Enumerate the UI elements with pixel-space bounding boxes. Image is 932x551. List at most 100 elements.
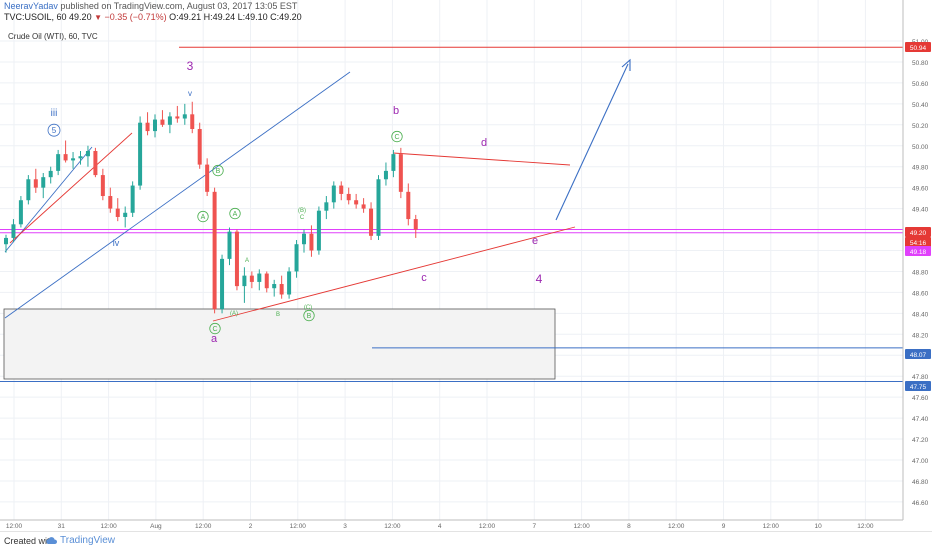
candle-body xyxy=(354,200,359,205)
candle-body xyxy=(279,284,284,295)
candle-body xyxy=(339,185,344,194)
candle-body xyxy=(4,237,8,245)
candle-body xyxy=(302,233,306,245)
price-tag xyxy=(905,349,931,359)
trendlines xyxy=(4,58,631,322)
wave-label: e xyxy=(532,235,538,247)
candle-body xyxy=(190,114,195,129)
wave-label: a xyxy=(211,333,218,345)
x-tick-label: 12:00 xyxy=(195,523,212,530)
candle-body xyxy=(383,170,388,180)
y-tick-label: 47.60 xyxy=(912,395,929,402)
tradingview-brand[interactable]: TradingView xyxy=(60,535,116,546)
candle-body xyxy=(182,114,187,119)
wave-circle xyxy=(391,130,403,143)
arrowhead-icon xyxy=(621,58,631,71)
candle-body xyxy=(41,177,46,188)
price-tag-label: 54:16 xyxy=(910,240,927,247)
author-link[interactable]: NeeravYadav xyxy=(4,1,58,11)
wave-label: d xyxy=(481,137,487,149)
candle-body xyxy=(153,119,157,132)
price-tag-label: 50.94 xyxy=(910,45,927,52)
wave-label: v xyxy=(188,89,192,98)
y-tick-label: 46.60 xyxy=(912,500,929,507)
trendline xyxy=(9,132,133,244)
price-tag xyxy=(905,381,931,391)
candle-body xyxy=(130,185,135,213)
horizontal-levels xyxy=(0,46,903,382)
price-change: −0.35 (−0.71%) xyxy=(104,12,167,22)
wave-label: (C) xyxy=(304,305,312,311)
wave-circle xyxy=(47,123,61,137)
candle-body xyxy=(287,271,292,295)
candle-body xyxy=(242,275,247,287)
y-axis: 51.0050.8050.6050.4050.2050.0049.8049.60… xyxy=(902,0,929,520)
wave-circle xyxy=(209,322,221,335)
candle-body xyxy=(406,191,411,220)
x-tick-label: 8 xyxy=(627,523,631,530)
wave-label: 4 xyxy=(536,272,543,286)
candle-body xyxy=(93,150,98,176)
candle-body xyxy=(391,154,396,171)
price-tag xyxy=(905,227,931,237)
wave-label: (A) xyxy=(230,311,238,317)
x-tick-label: 12:00 xyxy=(763,523,780,530)
created-with-text: Created with xyxy=(4,536,55,546)
candle-body xyxy=(220,258,225,310)
wave-label: C xyxy=(394,134,399,141)
candle-body xyxy=(71,158,76,161)
candle-body xyxy=(234,231,239,287)
candle-body xyxy=(18,200,23,225)
x-tick-label: 9 xyxy=(722,523,726,530)
x-tick-label: Aug xyxy=(150,523,162,530)
y-tick-label: 47.20 xyxy=(912,437,929,444)
price-tag xyxy=(905,237,931,247)
publish-info: NeeravYadav published on TradingView.com… xyxy=(4,1,297,11)
x-tick-label: 12:00 xyxy=(573,523,590,530)
wave-label: 5 xyxy=(52,126,57,135)
x-tick-label: 2 xyxy=(249,523,253,530)
candle-body xyxy=(398,154,403,192)
support-zone-box xyxy=(3,308,556,380)
y-tick-label: 48.40 xyxy=(912,311,929,318)
wave-circle xyxy=(197,210,209,223)
candle-body xyxy=(160,119,165,125)
x-tick-label: 7 xyxy=(532,523,536,530)
price-tag-label: 48.07 xyxy=(910,352,927,359)
wave-label: A xyxy=(233,211,238,218)
x-tick-label: 31 xyxy=(58,523,66,530)
price-tag-label: 49.20 xyxy=(910,230,927,237)
down-triangle-icon: ▼ xyxy=(94,13,103,22)
candle-body xyxy=(100,175,105,197)
candle-body xyxy=(294,244,299,272)
y-tick-label: 48.60 xyxy=(912,290,929,297)
wave-label: B xyxy=(276,312,280,318)
candle-body xyxy=(361,204,366,209)
tradingview-cloud-icon xyxy=(46,537,57,544)
wave-label: C xyxy=(300,215,305,221)
wave-label: A xyxy=(245,258,249,264)
x-tick-label: 12:00 xyxy=(479,523,496,530)
candle-body xyxy=(145,122,150,132)
candle-body xyxy=(257,273,262,282)
y-tick-label: 49.80 xyxy=(912,165,929,172)
x-tick-label: 12:00 xyxy=(100,523,117,530)
y-tick-label: 50.80 xyxy=(912,60,929,67)
y-tick-label: 47.00 xyxy=(912,458,929,465)
wave-label: 3 xyxy=(187,59,194,73)
x-tick-label: 3 xyxy=(343,523,347,530)
x-tick-label: 12:00 xyxy=(857,523,874,530)
candle-body xyxy=(167,116,172,125)
x-tick-label: 12:00 xyxy=(290,523,307,530)
wave-label: (B) xyxy=(298,208,306,214)
candle-body xyxy=(272,284,277,289)
candle-body xyxy=(115,208,120,217)
y-tick-label: 46.80 xyxy=(912,479,929,486)
candle-body xyxy=(264,273,269,289)
wave-circle xyxy=(303,309,315,322)
candle-body xyxy=(48,170,53,178)
forecast-arrow xyxy=(555,63,629,221)
candle-body xyxy=(138,122,143,186)
